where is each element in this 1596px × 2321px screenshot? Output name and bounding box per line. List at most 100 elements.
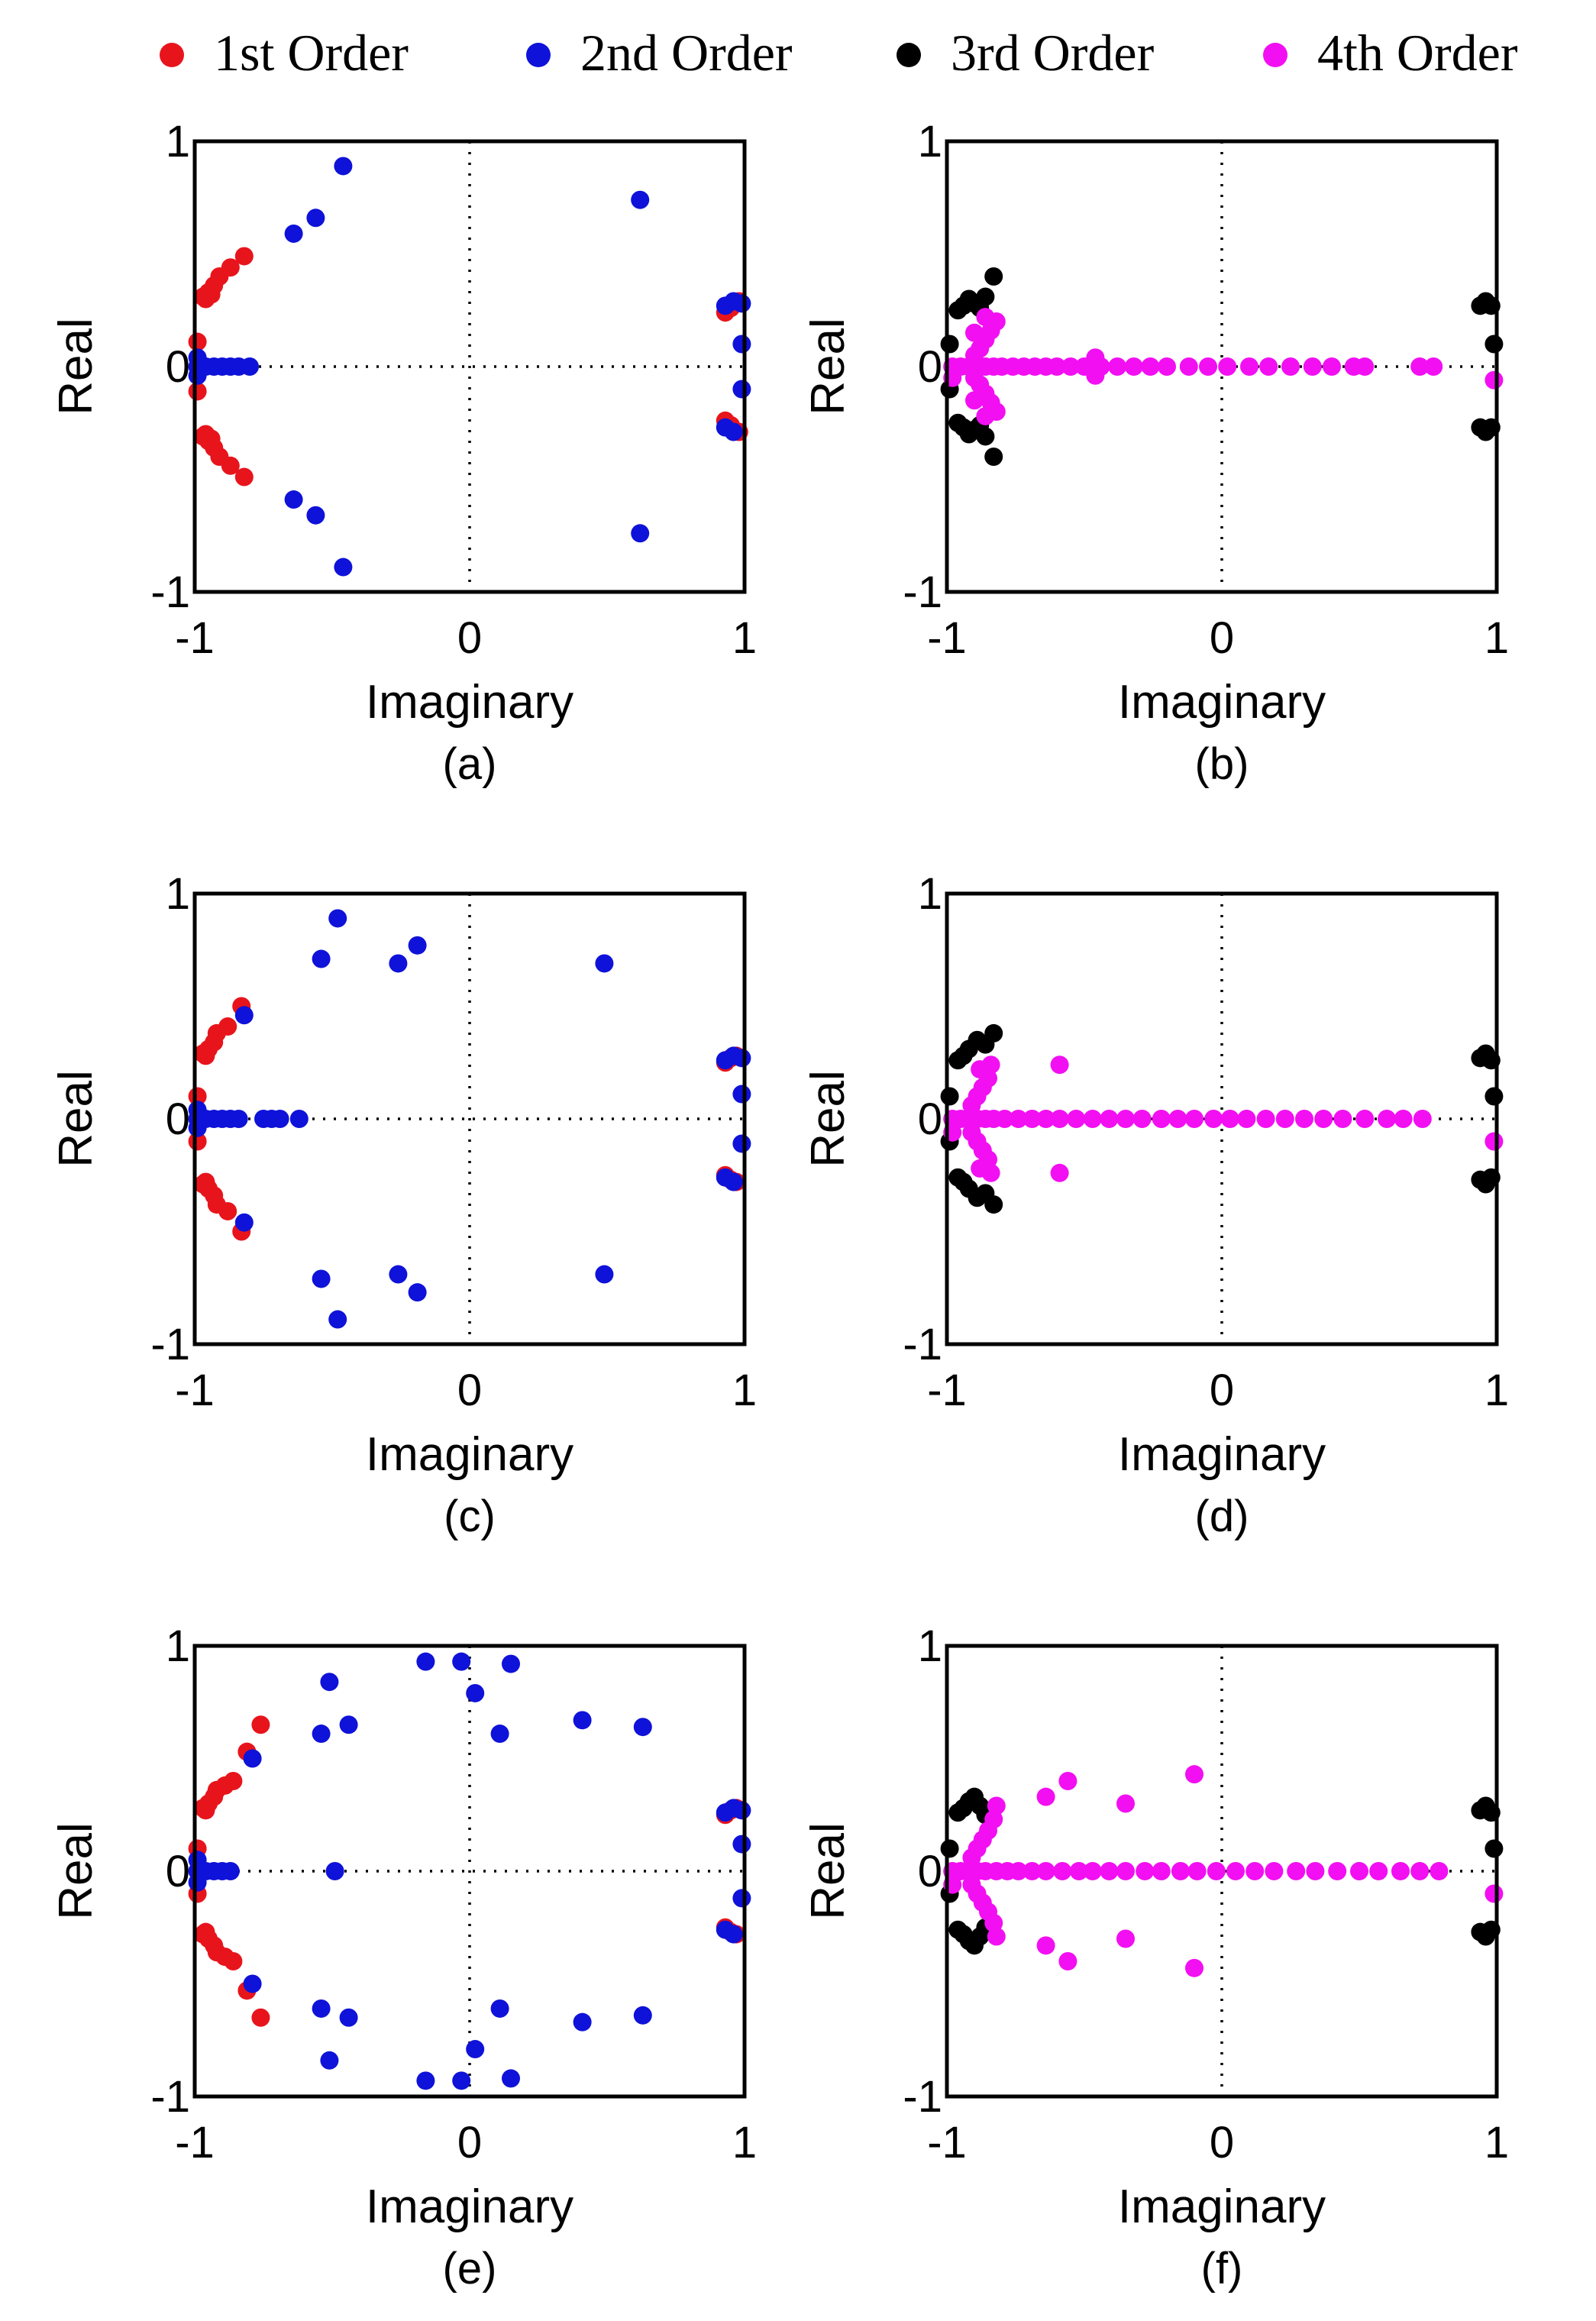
- data-point: [1152, 1862, 1171, 1880]
- data-point: [1141, 357, 1160, 376]
- panels: -1 0 1 -1 0 1 Imaginary Real (a) -1 0 1 -1 0 1 Imaginar…: [50, 117, 1509, 2294]
- data-point: [1185, 1765, 1203, 1784]
- y-tick-label: 1: [918, 117, 942, 166]
- panel-label: (e): [443, 2244, 497, 2294]
- data-point: [573, 2012, 592, 2032]
- series-2nd-order: [188, 909, 751, 1329]
- y-tick-label: 0: [918, 342, 942, 392]
- x-tick-label: 1: [732, 613, 757, 663]
- data-point: [732, 1134, 751, 1153]
- legend-label: 3rd Order: [951, 24, 1155, 82]
- data-point: [1355, 1110, 1375, 1128]
- legend: 1st Order 2nd Order 3rd Order 4th Order: [160, 24, 1518, 82]
- data-point: [270, 1110, 289, 1128]
- x-axis-label: Imaginary: [366, 1428, 573, 1481]
- data-point: [416, 1652, 435, 1671]
- x-tick-label: -1: [927, 1366, 967, 1415]
- data-point: [732, 1834, 751, 1854]
- data-point: [976, 308, 995, 327]
- data-point: [389, 1265, 408, 1284]
- y-axis-label: Real: [802, 1822, 855, 1920]
- x-tick-label: -1: [927, 2118, 967, 2167]
- data-point: [1185, 1958, 1203, 1977]
- data-point: [221, 258, 240, 277]
- data-point: [631, 190, 650, 209]
- y-tick-label: 0: [166, 1847, 190, 1896]
- data-point: [984, 448, 1003, 466]
- series-1st-order: [188, 1715, 746, 2027]
- data-point: [732, 294, 751, 313]
- data-point: [1328, 1862, 1347, 1880]
- data-point: [1275, 1110, 1294, 1128]
- y-tick-label: 1: [918, 1621, 942, 1671]
- axes-frame: [192, 1644, 747, 2099]
- data-point: [1204, 1110, 1223, 1128]
- data-point: [987, 1927, 1006, 1946]
- data-point: [502, 2069, 520, 2088]
- data-point: [1295, 1110, 1313, 1128]
- data-point: [1314, 1110, 1333, 1128]
- data-point: [334, 558, 353, 577]
- series-4th-order: [943, 1055, 1504, 1182]
- data-point: [389, 954, 408, 973]
- panel-label: (f): [1201, 2244, 1243, 2294]
- data-point: [732, 1049, 751, 1068]
- axes-frame: [192, 891, 747, 1346]
- data-point: [1220, 1110, 1239, 1128]
- legend-marker: [1263, 43, 1287, 67]
- data-point: [732, 380, 751, 399]
- y-tick-label: 0: [918, 1094, 942, 1144]
- legend-marker: [897, 43, 921, 67]
- data-point: [976, 406, 995, 425]
- y-tick-label: 1: [166, 869, 190, 919]
- data-point: [1023, 1862, 1042, 1880]
- data-point: [732, 335, 751, 354]
- data-point: [1036, 1110, 1055, 1128]
- data-point: [1259, 357, 1278, 376]
- legend-item: 2nd Order: [526, 24, 793, 82]
- data-point: [1086, 366, 1105, 385]
- data-point: [1058, 1952, 1077, 1970]
- legend-item: 4th Order: [1263, 24, 1518, 82]
- data-point: [196, 1172, 215, 1191]
- data-point: [452, 1652, 471, 1671]
- data-point: [573, 1711, 592, 1730]
- data-point: [995, 1110, 1014, 1128]
- data-point: [1100, 1110, 1119, 1128]
- data-point: [1199, 357, 1217, 376]
- legend-item: 3rd Order: [897, 24, 1155, 82]
- data-point: [202, 285, 221, 304]
- data-point: [1124, 357, 1143, 376]
- data-point: [1281, 357, 1300, 376]
- data-point: [196, 1046, 215, 1065]
- data-point: [1424, 357, 1443, 376]
- data-point: [1050, 1163, 1069, 1182]
- data-point: [1116, 1862, 1135, 1880]
- panel-label: (c): [444, 1492, 496, 1541]
- data-point: [1083, 1110, 1102, 1128]
- data-point: [1158, 357, 1176, 376]
- data-point: [940, 1839, 959, 1858]
- data-point: [984, 1195, 1003, 1214]
- data-point: [1116, 1110, 1135, 1128]
- data-point: [724, 1925, 743, 1944]
- data-point: [502, 1654, 520, 1673]
- data-point: [1430, 1862, 1449, 1880]
- data-point: [1171, 1862, 1190, 1880]
- series-3rd-order: [940, 267, 1504, 466]
- data-point: [312, 1269, 331, 1288]
- data-point: [976, 427, 995, 446]
- data-point: [1009, 1110, 1028, 1128]
- data-point: [1069, 1862, 1088, 1880]
- legend-label: 2nd Order: [580, 24, 793, 82]
- data-point: [196, 1922, 215, 1941]
- data-point: [243, 1749, 262, 1768]
- data-point: [1179, 357, 1198, 376]
- legend-label: 1st Order: [214, 24, 409, 82]
- data-point: [1023, 1110, 1042, 1128]
- x-tick-label: 1: [732, 2118, 757, 2167]
- data-point: [1136, 1862, 1155, 1880]
- data-point: [1083, 1862, 1102, 1880]
- data-point: [416, 2071, 435, 2090]
- y-tick-label: 1: [166, 117, 190, 166]
